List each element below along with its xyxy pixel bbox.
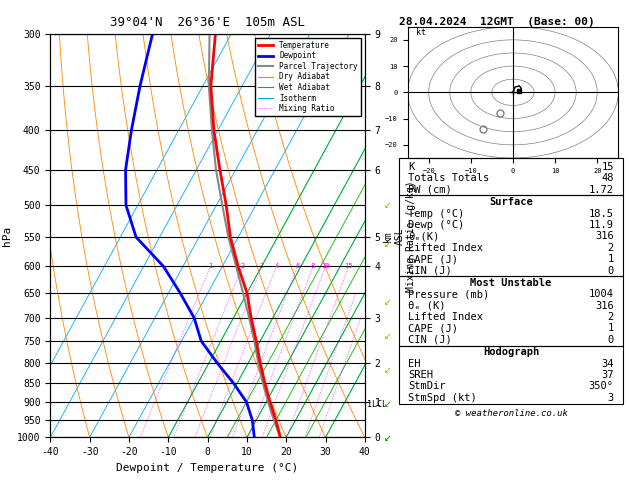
Text: Lifted Index: Lifted Index (408, 243, 483, 253)
Text: ↙: ↙ (384, 329, 392, 342)
Bar (399, 158, 623, 195)
Text: 1: 1 (608, 254, 614, 264)
Text: SREH: SREH (408, 370, 433, 380)
Text: CAPE (J): CAPE (J) (408, 254, 459, 264)
Bar (399, 346, 623, 403)
Legend: Temperature, Dewpoint, Parcel Trajectory, Dry Adiabat, Wet Adiabat, Isotherm, Mi: Temperature, Dewpoint, Parcel Trajectory… (255, 38, 361, 116)
Text: Mixing Ratio (g/kg): Mixing Ratio (g/kg) (406, 180, 416, 292)
Text: 316: 316 (595, 231, 614, 242)
Text: 1.72: 1.72 (589, 185, 614, 195)
Text: 11.9: 11.9 (589, 220, 614, 230)
Text: Hodograph: Hodograph (483, 347, 539, 357)
Text: Lifted Index: Lifted Index (408, 312, 483, 322)
Text: 15: 15 (345, 263, 353, 269)
Text: 0: 0 (608, 335, 614, 345)
Text: Totals Totals: Totals Totals (408, 174, 489, 183)
Text: 6: 6 (296, 263, 299, 269)
Text: ↙: ↙ (384, 397, 392, 410)
Text: 4: 4 (274, 263, 279, 269)
Text: 1004: 1004 (589, 289, 614, 299)
Text: 10: 10 (321, 263, 330, 269)
Text: Surface: Surface (489, 197, 533, 208)
Bar (399, 195, 623, 276)
Text: © weatheronline.co.uk: © weatheronline.co.uk (455, 409, 567, 418)
Text: ↙: ↙ (384, 198, 392, 210)
Text: 3: 3 (260, 263, 264, 269)
Text: 2: 2 (608, 243, 614, 253)
Text: 2: 2 (608, 312, 614, 322)
Text: 1: 1 (608, 324, 614, 333)
Text: 48: 48 (601, 174, 614, 183)
X-axis label: Dewpoint / Temperature (°C): Dewpoint / Temperature (°C) (116, 463, 299, 473)
Bar (399, 276, 623, 346)
Text: ↙: ↙ (384, 237, 392, 249)
Text: Temp (°C): Temp (°C) (408, 208, 465, 219)
Text: 8: 8 (311, 263, 315, 269)
Text: ↙: ↙ (384, 295, 392, 308)
Text: ↙: ↙ (384, 363, 392, 376)
Text: 34: 34 (601, 359, 614, 369)
Text: kt: kt (416, 28, 426, 36)
Text: ↙: ↙ (384, 431, 392, 444)
Text: StmSpd (kt): StmSpd (kt) (408, 393, 477, 403)
Text: CAPE (J): CAPE (J) (408, 324, 459, 333)
Text: 1: 1 (208, 263, 213, 269)
Text: θₑ (K): θₑ (K) (408, 301, 446, 311)
Text: 350°: 350° (589, 382, 614, 391)
Y-axis label: km
ASL: km ASL (383, 227, 405, 244)
Text: 316: 316 (595, 301, 614, 311)
Text: EH: EH (408, 359, 421, 369)
Text: θₑ(K): θₑ(K) (408, 231, 440, 242)
Text: CIN (J): CIN (J) (408, 265, 452, 276)
Text: 37: 37 (601, 370, 614, 380)
Text: Most Unstable: Most Unstable (470, 278, 552, 288)
Text: 1LCL: 1LCL (367, 400, 387, 409)
Text: Pressure (mb): Pressure (mb) (408, 289, 489, 299)
Text: CIN (J): CIN (J) (408, 335, 452, 345)
Y-axis label: hPa: hPa (1, 226, 11, 246)
Text: 3: 3 (608, 393, 614, 403)
Text: StmDir: StmDir (408, 382, 446, 391)
Text: 28.04.2024  12GMT  (Base: 00): 28.04.2024 12GMT (Base: 00) (399, 17, 595, 27)
Text: 0: 0 (608, 265, 614, 276)
Text: 15: 15 (601, 162, 614, 172)
Text: 18.5: 18.5 (589, 208, 614, 219)
Title: 39°04'N  26°36'E  105m ASL: 39°04'N 26°36'E 105m ASL (110, 16, 305, 29)
Text: Dewp (°C): Dewp (°C) (408, 220, 465, 230)
Text: PW (cm): PW (cm) (408, 185, 452, 195)
Text: K: K (408, 162, 415, 172)
Text: 2: 2 (240, 263, 244, 269)
